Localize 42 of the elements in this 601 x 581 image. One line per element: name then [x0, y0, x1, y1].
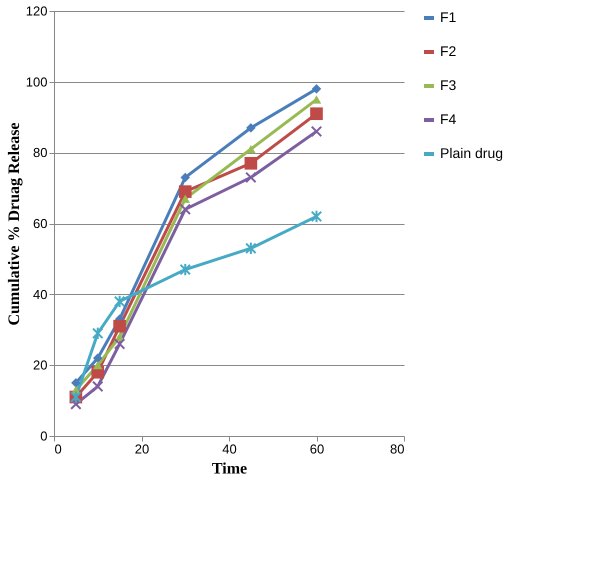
y-tick-label: 0	[40, 428, 48, 444]
point	[245, 172, 257, 184]
x-axis-title: Time	[212, 460, 248, 478]
point	[70, 398, 82, 410]
legend-label: F1	[440, 9, 457, 25]
legend-label: F2	[440, 43, 457, 59]
point	[113, 320, 126, 333]
point	[92, 380, 104, 392]
legend-label: F4	[440, 111, 457, 127]
y-axis-title: Cumulative % Druag Release	[6, 122, 23, 326]
point	[93, 361, 102, 370]
legend-label: F3	[440, 77, 457, 93]
point	[245, 242, 257, 255]
point	[180, 172, 190, 182]
x-tick-label: 40	[222, 442, 237, 456]
y-tick-label: 80	[33, 145, 48, 160]
point	[180, 204, 191, 216]
x-tick-label: 20	[134, 442, 150, 456]
point	[312, 95, 322, 104]
point	[180, 194, 190, 203]
y-tick-label: 40	[33, 286, 48, 302]
point	[244, 156, 258, 170]
point	[71, 378, 81, 388]
point	[92, 326, 104, 340]
y-tick-label: 100	[26, 74, 48, 90]
point	[114, 294, 126, 308]
point	[180, 262, 191, 276]
x-tick-label: 0	[54, 442, 62, 456]
x-tick-label: 60	[310, 442, 324, 456]
point	[178, 185, 192, 198]
point	[310, 107, 323, 120]
point	[93, 353, 102, 363]
point	[310, 126, 322, 138]
legend-label: Plain drug	[440, 145, 504, 161]
point	[310, 210, 322, 224]
y-tick-label: 20	[33, 358, 48, 373]
y-tick-label: 120	[26, 4, 48, 18]
point	[312, 84, 322, 94]
x-tick-label: 80	[390, 442, 404, 456]
point	[114, 338, 126, 350]
y-tick-label: 60	[33, 216, 48, 231]
point	[246, 123, 256, 133]
